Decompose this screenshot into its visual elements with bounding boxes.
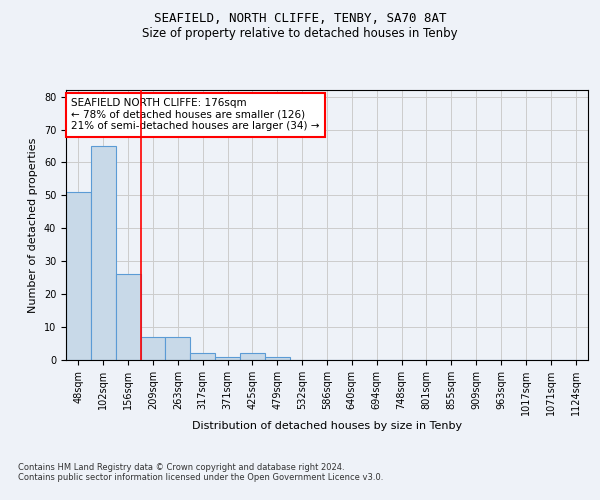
Bar — [116, 274, 140, 360]
Bar — [140, 337, 166, 360]
Bar — [190, 354, 215, 360]
Text: Contains public sector information licensed under the Open Government Licence v3: Contains public sector information licen… — [18, 474, 383, 482]
Text: Size of property relative to detached houses in Tenby: Size of property relative to detached ho… — [142, 28, 458, 40]
Bar — [91, 146, 116, 360]
Bar — [240, 354, 265, 360]
X-axis label: Distribution of detached houses by size in Tenby: Distribution of detached houses by size … — [192, 420, 462, 430]
Text: Contains HM Land Registry data © Crown copyright and database right 2024.: Contains HM Land Registry data © Crown c… — [18, 464, 344, 472]
Bar — [215, 356, 240, 360]
Y-axis label: Number of detached properties: Number of detached properties — [28, 138, 38, 312]
Bar — [265, 356, 290, 360]
Bar — [166, 337, 190, 360]
Bar — [66, 192, 91, 360]
Text: SEAFIELD NORTH CLIFFE: 176sqm
← 78% of detached houses are smaller (126)
21% of : SEAFIELD NORTH CLIFFE: 176sqm ← 78% of d… — [71, 98, 320, 132]
Text: SEAFIELD, NORTH CLIFFE, TENBY, SA70 8AT: SEAFIELD, NORTH CLIFFE, TENBY, SA70 8AT — [154, 12, 446, 26]
